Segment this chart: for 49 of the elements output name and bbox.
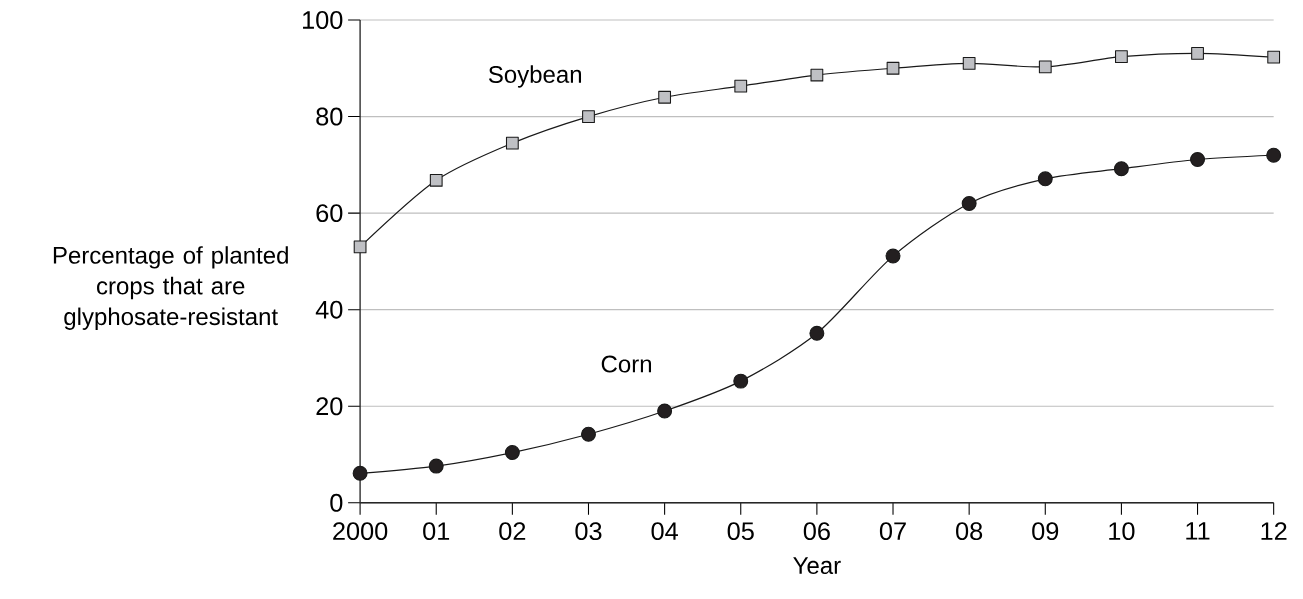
series-label: Corn xyxy=(601,355,652,373)
x-tick-label: 03 xyxy=(575,522,602,541)
x-tick-label: 06 xyxy=(803,522,830,541)
point xyxy=(734,79,748,93)
point xyxy=(1037,171,1053,187)
point xyxy=(353,240,367,254)
point xyxy=(505,136,519,150)
point xyxy=(962,57,976,70)
point xyxy=(810,68,824,82)
x-tick-label: 12 xyxy=(1261,522,1287,540)
x-tick-label: 07 xyxy=(879,522,906,541)
y-tick-label: 0 xyxy=(330,493,343,512)
x-tick-label: 05 xyxy=(727,522,754,541)
x-tick-label: 02 xyxy=(499,522,526,541)
point xyxy=(1113,161,1129,177)
series-label: Soybean xyxy=(488,65,582,88)
y-tick-label: 20 xyxy=(316,397,343,416)
point xyxy=(1115,50,1128,64)
point xyxy=(428,458,444,474)
point xyxy=(886,61,900,75)
point xyxy=(809,325,825,341)
point xyxy=(582,110,595,124)
point xyxy=(504,445,520,461)
point xyxy=(733,373,749,389)
point xyxy=(429,173,443,187)
x-tick-label: 04 xyxy=(651,522,678,541)
y-tick-label: 40 xyxy=(315,300,343,319)
point xyxy=(961,196,977,212)
x-tick-label: 11 xyxy=(1186,522,1210,540)
point xyxy=(1267,50,1281,64)
point xyxy=(885,248,901,264)
x-axis-title: Year xyxy=(793,557,841,575)
x-tick-label: 10 xyxy=(1109,522,1135,541)
y-tick-label: 80 xyxy=(316,107,343,126)
x-tick-label: 2000 xyxy=(333,522,388,541)
point xyxy=(657,403,673,419)
x-tick-label: 09 xyxy=(1032,522,1059,541)
point xyxy=(1038,60,1052,74)
x-tick-label: 08 xyxy=(956,522,983,541)
y-axis-title: Percentage of planted crops that are glyphosate-resistant xyxy=(53,246,288,331)
point xyxy=(1266,147,1282,163)
y-tick-label: 100 xyxy=(303,11,343,30)
point xyxy=(1191,46,1204,60)
point xyxy=(1190,152,1206,168)
point xyxy=(581,426,596,442)
y-tick-label: 60 xyxy=(316,204,343,223)
point xyxy=(352,465,368,481)
x-tick-label: 01 xyxy=(423,522,450,541)
point xyxy=(658,90,672,104)
